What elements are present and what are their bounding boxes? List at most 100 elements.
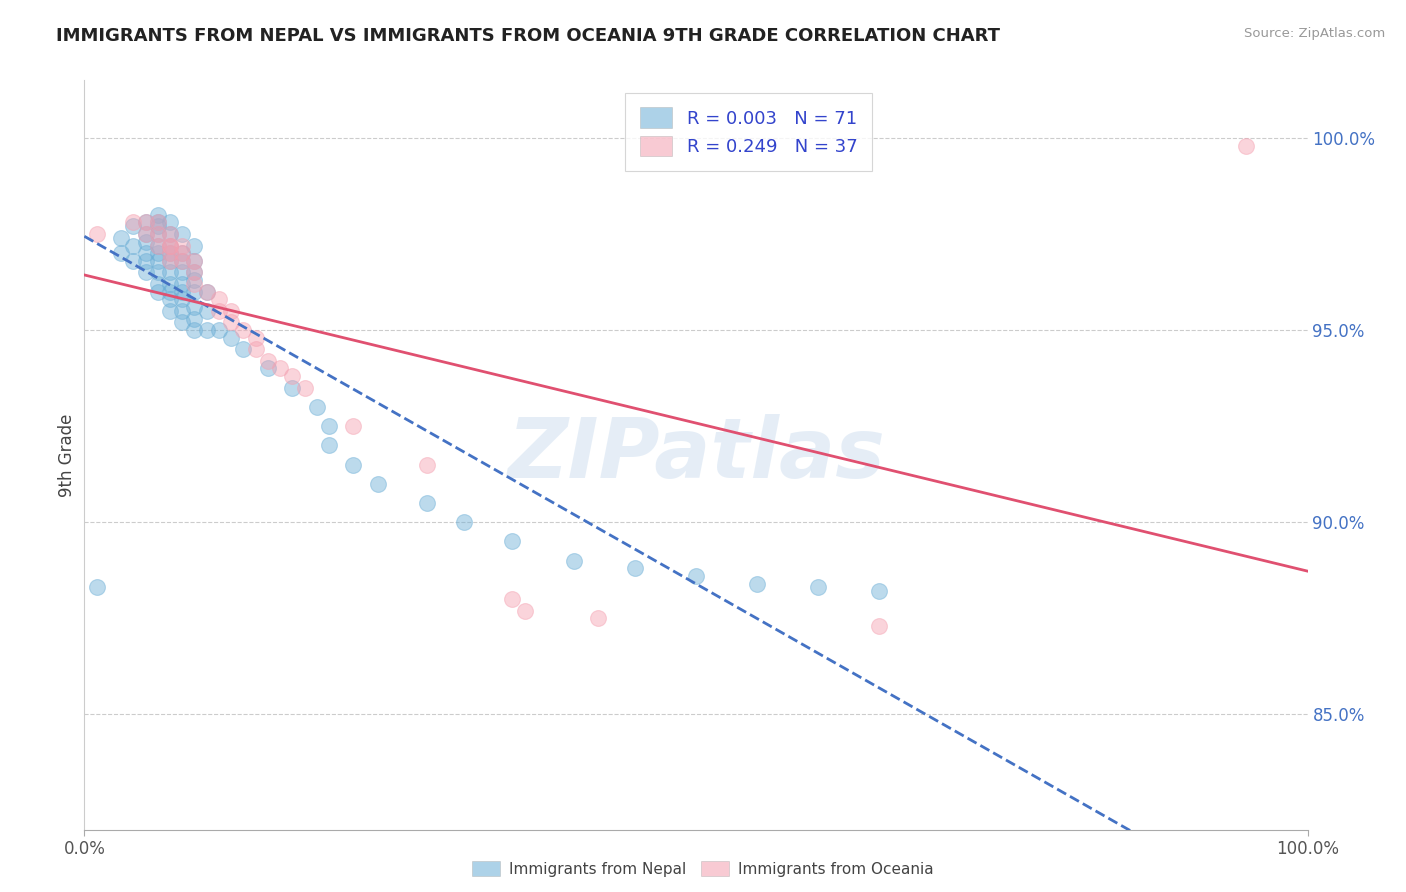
- Text: Source: ZipAtlas.com: Source: ZipAtlas.com: [1244, 27, 1385, 40]
- Point: [195, 323, 218, 337]
- Point: [159, 277, 181, 291]
- Point: [146, 253, 169, 268]
- Point: [416, 458, 439, 472]
- Point: [146, 277, 169, 291]
- Point: [135, 227, 157, 241]
- Y-axis label: 9th Grade: 9th Grade: [58, 413, 76, 497]
- Point: [416, 496, 439, 510]
- Point: [245, 331, 267, 345]
- Point: [208, 303, 231, 318]
- Point: [135, 235, 157, 249]
- Point: [342, 458, 364, 472]
- Point: [159, 303, 181, 318]
- Point: [183, 311, 205, 326]
- Point: [183, 300, 205, 314]
- Point: [159, 238, 181, 252]
- Point: [135, 215, 157, 229]
- Point: [146, 215, 169, 229]
- Point: [367, 476, 389, 491]
- Point: [869, 619, 891, 633]
- Point: [219, 331, 242, 345]
- Point: [135, 227, 157, 241]
- Point: [1236, 138, 1258, 153]
- Point: [86, 227, 108, 241]
- Text: IMMIGRANTS FROM NEPAL VS IMMIGRANTS FROM OCEANIA 9TH GRADE CORRELATION CHART: IMMIGRANTS FROM NEPAL VS IMMIGRANTS FROM…: [56, 27, 1000, 45]
- Point: [159, 215, 181, 229]
- Point: [257, 361, 280, 376]
- Point: [257, 353, 280, 368]
- Point: [172, 293, 194, 307]
- Point: [183, 265, 205, 279]
- Point: [502, 534, 524, 549]
- Point: [195, 285, 218, 299]
- Point: [159, 227, 181, 241]
- Point: [172, 238, 194, 252]
- Point: [159, 265, 181, 279]
- Point: [146, 227, 169, 241]
- Point: [122, 238, 145, 252]
- Point: [122, 215, 145, 229]
- Point: [172, 265, 194, 279]
- Legend: R = 0.003   N = 71, R = 0.249   N = 37: R = 0.003 N = 71, R = 0.249 N = 37: [626, 93, 872, 171]
- Point: [135, 253, 157, 268]
- Point: [146, 227, 169, 241]
- Point: [172, 285, 194, 299]
- Point: [232, 343, 254, 357]
- Point: [318, 438, 340, 452]
- Point: [159, 285, 181, 299]
- Point: [183, 238, 205, 252]
- Point: [159, 253, 181, 268]
- Point: [146, 208, 169, 222]
- Point: [305, 400, 328, 414]
- Point: [135, 265, 157, 279]
- Point: [172, 277, 194, 291]
- Point: [245, 343, 267, 357]
- Point: [294, 381, 316, 395]
- Point: [281, 381, 304, 395]
- Legend: Immigrants from Nepal, Immigrants from Oceania: Immigrants from Nepal, Immigrants from O…: [464, 853, 942, 884]
- Point: [172, 227, 194, 241]
- Point: [159, 293, 181, 307]
- Point: [269, 361, 291, 376]
- Point: [146, 238, 169, 252]
- Point: [172, 246, 194, 260]
- Point: [195, 285, 218, 299]
- Point: [135, 215, 157, 229]
- Point: [172, 253, 194, 268]
- Point: [110, 246, 132, 260]
- Point: [502, 592, 524, 607]
- Point: [586, 611, 609, 625]
- Point: [869, 584, 891, 599]
- Point: [562, 553, 585, 567]
- Point: [146, 265, 169, 279]
- Text: ZIPatlas: ZIPatlas: [508, 415, 884, 495]
- Point: [219, 303, 242, 318]
- Point: [110, 231, 132, 245]
- Point: [135, 246, 157, 260]
- Point: [318, 419, 340, 434]
- Point: [747, 576, 769, 591]
- Point: [122, 219, 145, 234]
- Point: [219, 315, 242, 329]
- Point: [208, 293, 231, 307]
- Point: [195, 303, 218, 318]
- Point: [172, 303, 194, 318]
- Point: [159, 227, 181, 241]
- Point: [183, 285, 205, 299]
- Point: [232, 323, 254, 337]
- Point: [453, 515, 475, 529]
- Point: [159, 246, 181, 260]
- Point: [281, 369, 304, 384]
- Point: [146, 238, 169, 252]
- Point: [146, 215, 169, 229]
- Point: [183, 265, 205, 279]
- Point: [685, 569, 707, 583]
- Point: [159, 253, 181, 268]
- Point: [146, 246, 169, 260]
- Point: [159, 238, 181, 252]
- Point: [159, 246, 181, 260]
- Point: [172, 315, 194, 329]
- Point: [183, 253, 205, 268]
- Point: [807, 581, 830, 595]
- Point: [513, 603, 536, 617]
